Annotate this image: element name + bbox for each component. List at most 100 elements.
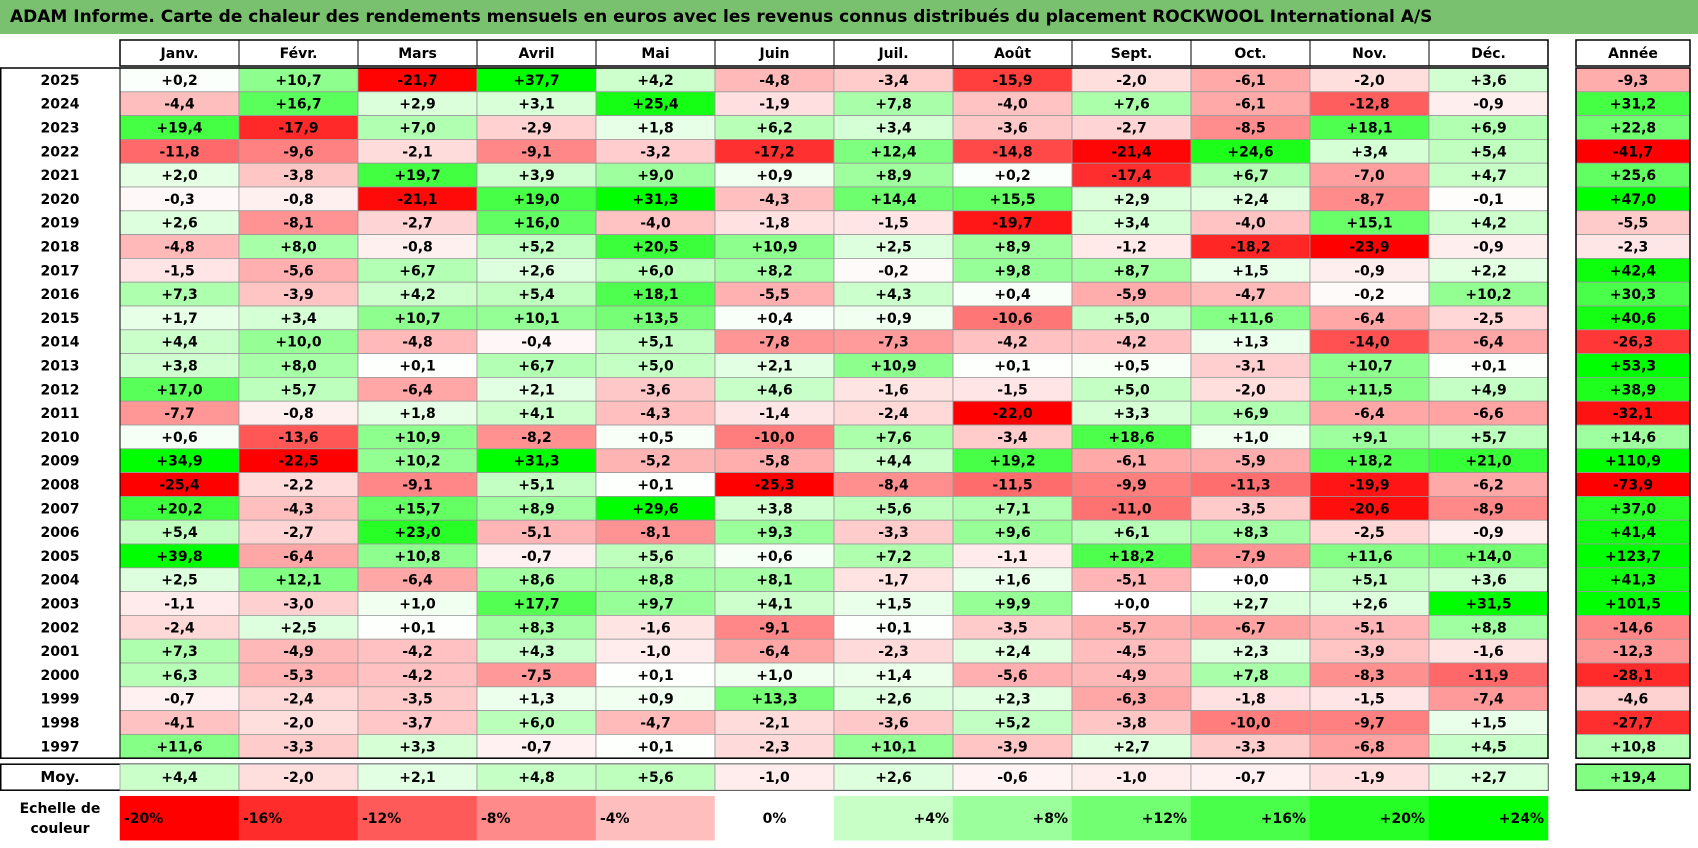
- year-label: 2020: [41, 192, 80, 208]
- cell-value: -1,2: [1116, 240, 1147, 256]
- cell-value: +10,2: [1465, 287, 1511, 303]
- cell-value: +5,4: [518, 287, 555, 303]
- cell-value: +5,1: [518, 478, 555, 494]
- annual-value: +40,6: [1610, 311, 1656, 327]
- scale-swatch: [1428, 795, 1549, 841]
- annual-value: -5,5: [1618, 216, 1649, 232]
- year-label: 2009: [41, 454, 80, 470]
- cell-value: -3,4: [878, 73, 909, 89]
- cell-value: +8,6: [518, 573, 555, 589]
- cell-value: +3,6: [1470, 73, 1507, 89]
- cell-value: -0,4: [521, 335, 552, 351]
- cell-value: -0,9: [1473, 240, 1504, 256]
- cell-value: +2,6: [875, 692, 912, 708]
- cell-value: -3,3: [283, 739, 314, 755]
- cell-value: -14,0: [1349, 335, 1390, 351]
- cell-value: -15,9: [992, 73, 1032, 89]
- cell-value: +5,4: [1470, 144, 1507, 160]
- cell-value: +6,7: [518, 359, 555, 375]
- year-label: 2007: [41, 501, 80, 517]
- cell-value: +4,2: [399, 287, 436, 303]
- cell-value: -2,0: [1235, 382, 1266, 398]
- cell-value: +0,1: [637, 739, 674, 755]
- year-label: 2025: [41, 73, 80, 89]
- cell-value: -5,9: [1116, 287, 1147, 303]
- cell-value: +4,2: [637, 73, 674, 89]
- cell-value: -4,5: [1116, 644, 1147, 660]
- year-label: 2017: [41, 263, 80, 279]
- cell-value: -1,6: [640, 620, 671, 636]
- chart-title: ADAM Informe. Carte de chaleur des rende…: [0, 0, 1698, 34]
- cell-value: -3,1: [1235, 359, 1266, 375]
- cell-value: +6,7: [1232, 168, 1269, 184]
- scale-label-value: +20%: [1380, 811, 1425, 827]
- year-label: 2003: [41, 597, 80, 613]
- cell-value: +1,6: [994, 573, 1031, 589]
- cell-value: -7,3: [878, 335, 909, 351]
- year-label: 2013: [41, 359, 80, 375]
- cell-value: -21,4: [1111, 144, 1152, 160]
- cell-value: +9,7: [637, 597, 674, 613]
- average-cell: [714, 763, 835, 791]
- cell-value: +5,0: [1113, 382, 1150, 398]
- cell-value: +10,2: [394, 454, 440, 470]
- cell-value: +9,6: [994, 525, 1031, 541]
- cell-value: -0,2: [1354, 287, 1385, 303]
- cell-value: +1,7: [161, 311, 198, 327]
- scale-swatch: [357, 795, 478, 841]
- cell-value: -8,7: [1354, 192, 1385, 208]
- cell-value: +7,6: [1113, 97, 1150, 113]
- cell-value: +5,0: [637, 359, 674, 375]
- cell-value: -5,7: [1116, 620, 1147, 636]
- cell-value: +16,7: [275, 97, 321, 113]
- cell-value: +3,4: [875, 121, 912, 137]
- cell-value: -9,7: [1354, 716, 1385, 732]
- cell-value: +10,9: [751, 240, 797, 256]
- cell-value: +3,8: [756, 501, 793, 517]
- cell-value: +0,9: [756, 168, 793, 184]
- cell-value: -4,3: [759, 192, 790, 208]
- annual-value: +30,3: [1610, 287, 1656, 303]
- month-header: Mars: [398, 46, 437, 62]
- cell-value: -3,6: [997, 121, 1028, 137]
- annual-value: -9,3: [1618, 73, 1649, 89]
- cell-value: +3,4: [1351, 144, 1388, 160]
- year-label: 2005: [41, 549, 80, 565]
- annual-value: +37,0: [1610, 501, 1657, 517]
- cell-value: -6,6: [1473, 406, 1504, 422]
- cell-value: +3,4: [1113, 216, 1150, 232]
- cell-value: +18,1: [1346, 121, 1392, 137]
- cell-value: -8,5: [1235, 121, 1266, 137]
- cell-value: -2,0: [283, 716, 314, 732]
- average-cell: [1428, 763, 1549, 791]
- cell-value: +8,3: [1232, 525, 1269, 541]
- cell-value: +8,3: [518, 620, 555, 636]
- cell-value: +7,8: [875, 97, 912, 113]
- cell-value: -18,2: [1230, 240, 1270, 256]
- cell-value: -6,7: [1235, 620, 1266, 636]
- cell-value: +7,3: [161, 287, 198, 303]
- annual-value: +14,6: [1610, 430, 1656, 446]
- cell-value: +2,4: [1232, 192, 1269, 208]
- average-cell: [238, 763, 359, 791]
- cell-value: -25,4: [159, 478, 200, 494]
- cell-value: +1,8: [637, 121, 674, 137]
- average-cell: [952, 763, 1073, 791]
- cell-value: +0,2: [994, 168, 1031, 184]
- annual-value: -41,7: [1613, 144, 1653, 160]
- cell-value: +8,7: [1113, 263, 1150, 279]
- cell-value: +18,6: [1108, 430, 1154, 446]
- cell-value: +18,1: [632, 287, 678, 303]
- average-value: -1,0: [759, 770, 790, 786]
- cell-value: +4,1: [756, 597, 793, 613]
- cell-value: -11,9: [1468, 668, 1508, 684]
- scale-label: Echelle de: [20, 801, 101, 817]
- cell-value: +2,6: [518, 263, 555, 279]
- scale-label-value: -8%: [481, 811, 511, 827]
- cell-value: -4,2: [402, 668, 433, 684]
- cell-value: +13,5: [632, 311, 678, 327]
- cell-value: -19,7: [992, 216, 1032, 232]
- cell-value: -7,0: [1354, 168, 1385, 184]
- cell-value: -3,3: [1235, 739, 1266, 755]
- cell-value: +11,6: [1227, 311, 1273, 327]
